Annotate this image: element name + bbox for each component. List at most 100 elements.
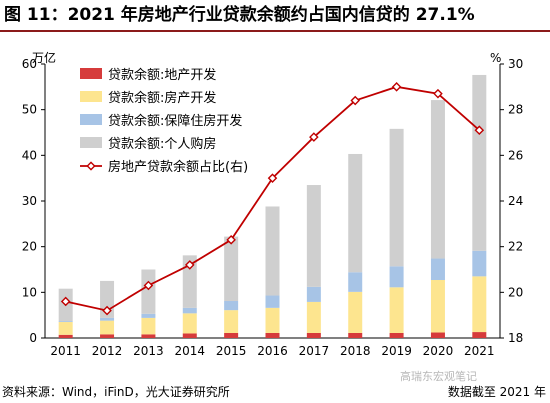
bar-segment (265, 307, 280, 333)
bar-segment (472, 276, 487, 333)
legend: 贷款余额:地产开发贷款余额:房产开发贷款余额:保障住房开发贷款余额:个人购房房地… (80, 67, 248, 175)
left-tick-label: 30 (22, 194, 37, 208)
source-note: 资料来源：Wind，iFinD，光大证券研究所 (2, 385, 230, 399)
bar-segment (141, 313, 156, 318)
ratio-point (267, 173, 278, 183)
bar-segment (265, 206, 280, 296)
bar-segment (100, 320, 115, 335)
x-labels-group: 2011 2012 2013 2014 2015 2016 2017 2018 2019 2020… (50, 344, 494, 358)
x-tick-label: 2012 (92, 344, 123, 358)
bar-segment (224, 236, 239, 302)
x-tick-label: 2011 (50, 344, 81, 358)
x-tick-label: 2016 (257, 344, 288, 358)
bar-segment (100, 317, 115, 321)
ratio-point (143, 280, 154, 291)
bar-segment (141, 317, 156, 335)
ratio-point (102, 305, 112, 316)
right-tick-label: 22 (508, 240, 523, 254)
left-tick-label: 40 (22, 148, 37, 162)
bar-segment (430, 100, 445, 259)
x-tick-label: 2021 (464, 344, 495, 358)
legend-label: 贷款余额:个人购房 (108, 136, 216, 152)
bar-segment (348, 291, 363, 333)
ratio-point (60, 296, 71, 307)
bar-segment (389, 266, 404, 288)
right-tick-label: 28 (508, 103, 523, 117)
ratio-point (350, 95, 361, 106)
bar-segment (472, 74, 487, 251)
bar-segment (58, 334, 73, 338)
legend-marker (86, 161, 96, 171)
bar-segment (389, 128, 404, 267)
bar-segment (472, 250, 487, 277)
ratio-point (184, 260, 195, 270)
bar-segment (265, 295, 280, 308)
bar-segment (472, 332, 487, 338)
bar-segment (389, 287, 404, 333)
x-tick-label: 2017 (299, 344, 330, 358)
right-tick-label: 26 (508, 148, 523, 162)
as-of-note: 数据截至 2021 年 (447, 385, 546, 399)
bar-segment (265, 332, 280, 338)
chart-title: 图 11：2021 年房地产行业贷款余额约占国内信贷的 27.1% (4, 5, 475, 25)
bars-group (58, 74, 487, 338)
bar-segment (430, 332, 445, 338)
ratio-point (433, 88, 443, 99)
x-tick-label: 2018 (340, 344, 371, 358)
legend-label: 房地产贷款余额占比(右) (108, 159, 248, 175)
bar-segment (306, 301, 321, 333)
title-rule (0, 30, 550, 32)
x-tick-label: 2014 (174, 344, 205, 358)
bar-segment (306, 185, 321, 287)
right-ticks-group: 18 20 22 24 26 28 30 (500, 57, 523, 345)
bar-segment (141, 334, 156, 338)
bar-segment (348, 272, 363, 292)
x-tick-label: 2015 (216, 344, 247, 358)
bar-segment (224, 310, 239, 333)
left-tick-label: 60 (22, 57, 37, 71)
bar-segment (224, 301, 239, 311)
x-tick-label: 2020 (423, 344, 454, 358)
bar-segment (182, 255, 197, 308)
ratio-point (474, 125, 485, 136)
left-tick-label: 10 (22, 285, 37, 299)
left-ticks-group: 0 10 20 30 40 50 60 (22, 57, 45, 345)
bar-segment (58, 322, 73, 335)
legend-label: 贷款余额:地产开发 (108, 67, 216, 83)
ratio-point (226, 235, 236, 245)
bar-segment (100, 334, 115, 338)
left-tick-label: 20 (22, 240, 37, 254)
bar-segment (348, 153, 363, 273)
legend-label: 贷款余额:保障住房开发 (108, 113, 242, 129)
right-tick-label: 30 (508, 57, 523, 71)
right-tick-label: 18 (508, 331, 523, 345)
legend-swatch (80, 91, 102, 102)
bar-segment (348, 332, 363, 338)
bar-segment (141, 269, 156, 314)
legend-swatch (80, 137, 102, 148)
legend-swatch (80, 68, 102, 79)
bar-segment (430, 258, 445, 281)
watermark: 高瑞东宏观笔记 (400, 370, 477, 383)
x-tick-label: 2019 (381, 344, 412, 358)
bar-segment (389, 332, 404, 338)
left-axis-unit: 万亿 (32, 50, 56, 65)
right-axis-unit: % (490, 51, 501, 65)
bar-segment (306, 286, 321, 302)
left-tick-label: 50 (22, 103, 37, 117)
bar-segment (224, 332, 239, 338)
bar-segment (182, 333, 197, 338)
bar-segment (430, 280, 445, 333)
x-tick-label: 2013 (133, 344, 164, 358)
bar-segment (182, 307, 197, 314)
ratio-point (309, 132, 319, 142)
bar-segment (306, 332, 321, 338)
ratio-point (391, 82, 402, 92)
left-tick-label: 0 (29, 331, 37, 345)
bar-segment (58, 321, 73, 323)
bar-segment (182, 313, 197, 334)
right-tick-label: 24 (508, 194, 523, 208)
legend-swatch (80, 114, 102, 125)
ratio-line-group (60, 82, 485, 316)
